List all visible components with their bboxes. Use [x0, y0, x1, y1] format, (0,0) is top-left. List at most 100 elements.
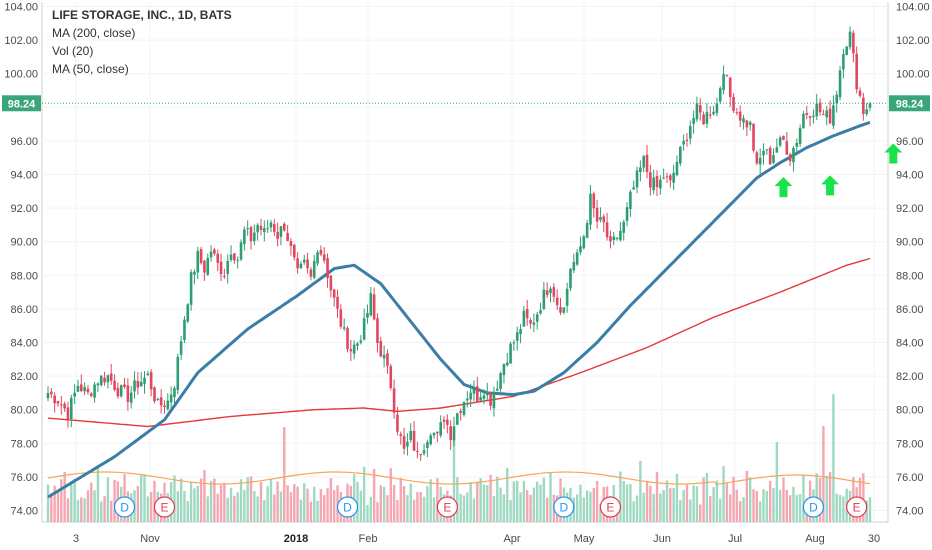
volume-bar-246 [865, 500, 868, 522]
volume-bar-224 [792, 486, 795, 522]
candle-body-185 [662, 177, 665, 179]
volume-bar-117 [436, 478, 439, 522]
candle-body-191 [682, 140, 685, 145]
candle-body-132 [485, 391, 489, 396]
candle-body-116 [432, 432, 436, 436]
candle-body-127 [469, 392, 472, 400]
candle-body-105 [396, 414, 399, 432]
x-tick-1: Nov [140, 533, 160, 545]
candle-body-211 [748, 122, 752, 125]
candle-body-226 [798, 128, 802, 144]
candle-body-154 [559, 306, 562, 313]
candle-body-37 [169, 394, 173, 403]
volume-bar-172 [619, 471, 622, 522]
y-tick-right-7: 88.00 [896, 270, 924, 282]
dividend-marker-label-3: D [809, 501, 818, 515]
volume-bar-185 [662, 490, 665, 522]
volume-bar-13 [90, 482, 93, 522]
volume-bar-192 [685, 484, 689, 522]
volume-bar-105 [396, 500, 399, 522]
volume-bar-134 [492, 496, 496, 522]
volume-bar-178 [639, 460, 642, 522]
candle-body-208 [738, 111, 742, 121]
candle-body-55 [229, 254, 233, 261]
candle-body-202 [718, 88, 722, 102]
dividend-marker-circle-0[interactable] [113, 496, 136, 518]
volume-bar-139 [509, 500, 512, 522]
candle-body-176 [632, 187, 636, 190]
volume-bar-151 [549, 472, 552, 522]
candle-body-153 [555, 297, 559, 306]
candle-body-174 [625, 207, 629, 222]
candle-body-167 [602, 216, 606, 223]
volume-bar-54 [226, 497, 229, 522]
volume-bar-161 [582, 497, 585, 522]
candle-body-207 [735, 112, 739, 114]
volume-bar-179 [642, 492, 645, 522]
candle-body-221 [782, 136, 785, 140]
dividend-marker-circle-2[interactable] [553, 496, 575, 518]
volume-bar-9 [76, 499, 80, 522]
volume-bar-80 [313, 486, 316, 522]
earnings-marker-circle-3[interactable] [846, 496, 868, 518]
event-markers[interactable]: D D D DE E E E [113, 496, 868, 518]
candle-body-3 [56, 400, 60, 404]
plot-area[interactable] [42, 2, 888, 522]
volume-bar-92 [352, 474, 356, 522]
volume-bar-190 [679, 500, 682, 522]
candle-body-32 [153, 387, 156, 402]
candle-body-34 [159, 397, 163, 406]
volume-bar-187 [669, 488, 672, 522]
candle-body-168 [605, 222, 609, 238]
volume-bar-234 [825, 475, 828, 522]
candle-body-165 [595, 207, 599, 222]
candle-body-239 [842, 53, 845, 70]
candle-body-214 [758, 157, 762, 165]
volume-bar-193 [689, 499, 692, 522]
volume-bar-60 [246, 477, 249, 522]
dividend-marker-circle-1[interactable] [336, 496, 359, 518]
candle-body-74 [292, 244, 296, 258]
earnings-marker-circle-1[interactable] [436, 496, 458, 518]
volume-bar-214 [758, 501, 762, 522]
candle-body-201 [715, 103, 719, 114]
volume-bar-216 [765, 490, 769, 522]
volume-bar-18 [106, 477, 110, 522]
candle-body-190 [679, 146, 682, 164]
candle-body-6 [66, 407, 70, 420]
up-arrow-2 [884, 143, 903, 164]
volume-bar-83 [323, 495, 326, 522]
volume-bar-198 [705, 473, 709, 522]
candle-body-240 [845, 46, 849, 55]
candle-body-164 [592, 193, 596, 209]
volume-bar-200 [712, 487, 715, 522]
volume-bar-72 [286, 485, 289, 522]
volume-bar-68 [273, 494, 276, 522]
candle-body-222 [785, 141, 789, 155]
earnings-marker-circle-0[interactable] [153, 496, 176, 518]
volume-bar-52 [219, 485, 223, 522]
candle-body-184 [659, 179, 662, 189]
volume-bar-75 [296, 486, 299, 522]
candle-body-103 [389, 366, 393, 389]
volume-bar-182 [652, 493, 655, 522]
candle-body-160 [579, 246, 582, 253]
last-price-label-left: 98.24 [8, 98, 36, 110]
candle-body-128 [472, 388, 476, 394]
dividend-marker-circle-3[interactable] [802, 496, 825, 518]
volume-bar-2 [53, 485, 56, 522]
candle-body-10 [79, 384, 83, 392]
x-tick-0: 3 [73, 533, 79, 545]
volume-bar-164 [592, 488, 595, 522]
volume-bar-102 [386, 495, 389, 522]
volume-bar-82 [319, 489, 323, 522]
volume-bar-211 [748, 477, 752, 522]
volume-bar-45 [196, 485, 199, 522]
candle-body-60 [246, 228, 249, 230]
volume-bar-136 [499, 487, 502, 522]
volume-bar-109 [409, 483, 412, 522]
earnings-marker-circle-2[interactable] [599, 496, 622, 518]
y-tick-left-10: 94.00 [10, 170, 38, 182]
volume-bar-10 [80, 497, 83, 522]
